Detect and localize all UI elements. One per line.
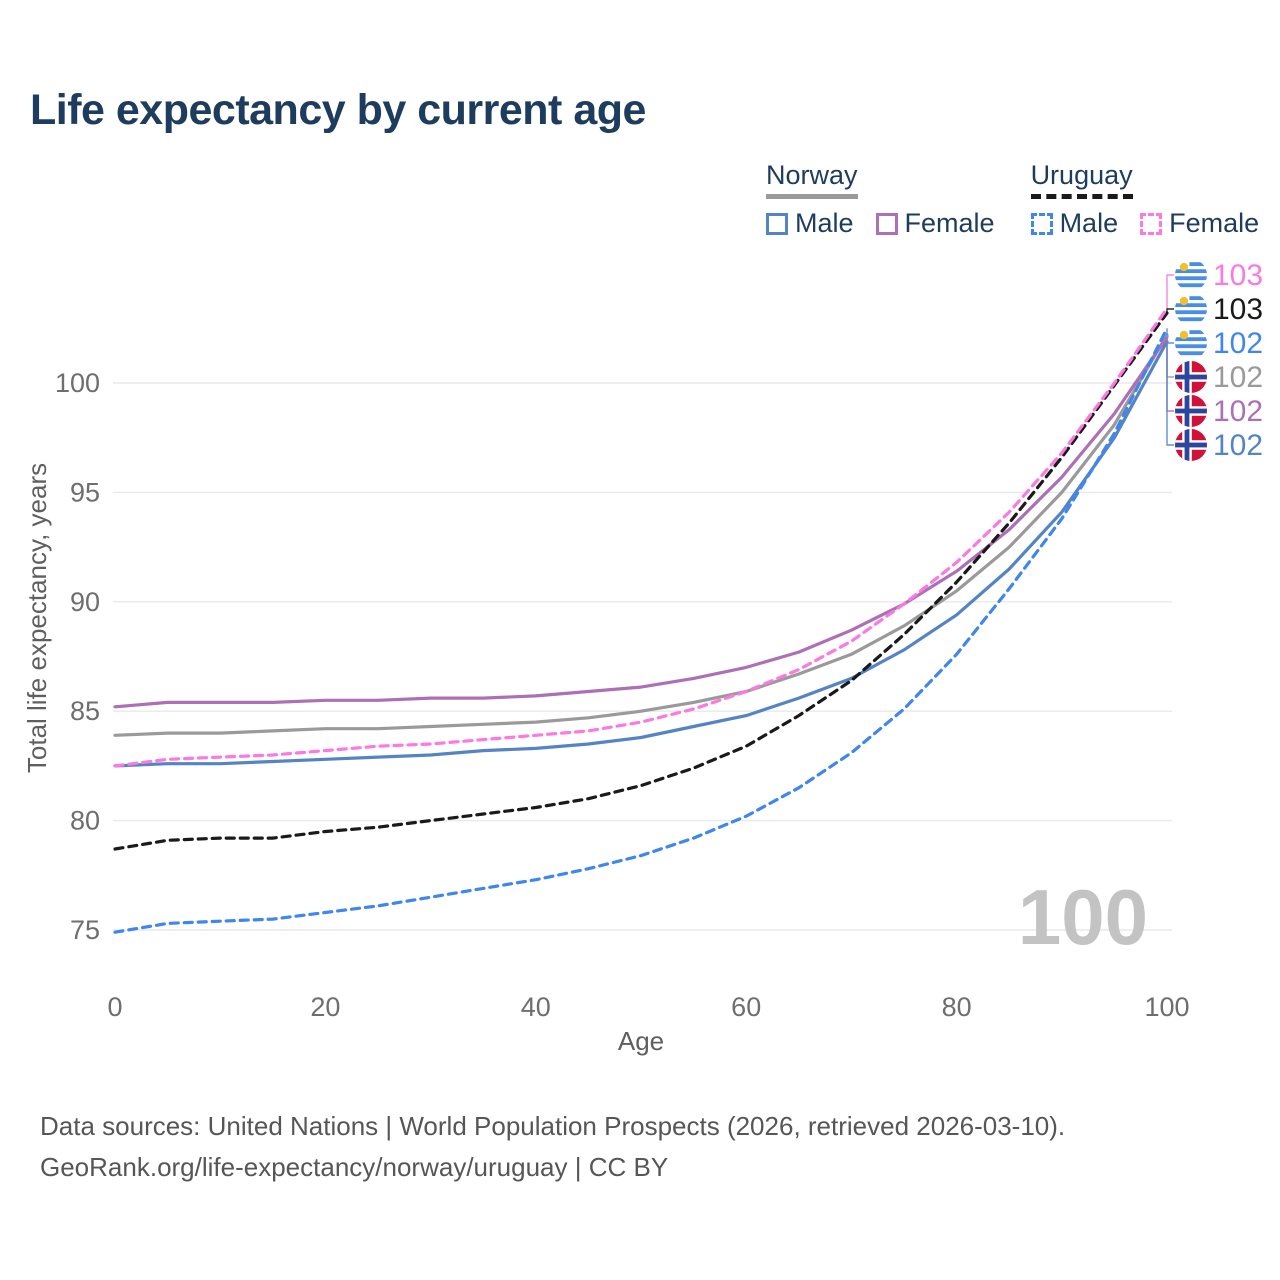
footer: Data sources: United Nations | World Pop… [40, 1106, 1065, 1188]
end-label-value: 102 [1213, 327, 1263, 360]
y-tick-label: 75 [70, 915, 100, 945]
uruguay-female-swatch-icon [1140, 212, 1163, 235]
legend-item-label: Male [1059, 208, 1119, 238]
uruguay-male-swatch-icon [1030, 212, 1053, 235]
end-label-value: 102 [1213, 361, 1263, 394]
end-label-connector [1166, 337, 1174, 412]
x-tick-label: 100 [1144, 992, 1189, 1022]
watermark: 100 [1018, 873, 1148, 961]
legend-item-norway-male[interactable]: Male [766, 208, 854, 239]
legend-item-uruguay-female[interactable]: Female [1140, 208, 1259, 239]
legend-item-uruguay-male[interactable]: Male [1030, 208, 1119, 239]
end-label-connector [1166, 274, 1174, 309]
footer-source-line: Data sources: United Nations | World Pop… [40, 1111, 1066, 1141]
end-label-value: 102 [1213, 429, 1263, 462]
legend-group-norway-items: Male Female [766, 208, 995, 239]
chart-title: Life expectancy by current age [30, 86, 646, 134]
x-tick-label: 40 [521, 992, 551, 1022]
end-label-connector [1166, 341, 1174, 446]
x-tick-label: 60 [731, 992, 761, 1022]
legend-group-norway: Norway Male Female [766, 160, 995, 239]
norway-flag-icon [1175, 429, 1207, 461]
end-label-value: 103 [1213, 259, 1263, 292]
y-tick-label: 100 [55, 368, 100, 398]
series-line-norway-female[interactable] [113, 335, 1169, 709]
legend: Norway Male Female Uruguay Male [766, 160, 1259, 239]
legend-item-norway-female[interactable]: Female [875, 208, 995, 239]
x-tick-label: 0 [107, 992, 122, 1022]
norway-female-swatch-icon [875, 212, 898, 235]
x-axis-title: Age [618, 1026, 664, 1056]
y-tick-label: 80 [70, 806, 100, 836]
end-label-connector [1166, 308, 1174, 313]
legend-group-uruguay-items: Male Female [1030, 208, 1259, 239]
y-tick-label: 90 [70, 587, 100, 617]
y-tick-label: 95 [70, 477, 100, 507]
uruguay-flag-icon [1175, 293, 1207, 325]
norway-flag-icon [1175, 395, 1207, 427]
series-line-norway-male[interactable] [113, 339, 1169, 768]
legend-group-uruguay-label: Uruguay [1030, 160, 1133, 199]
series-line-uruguay-female[interactable] [113, 307, 1169, 768]
end-label-value: 103 [1213, 293, 1263, 326]
legend-item-label: Female [904, 208, 995, 238]
x-tick-label: 80 [942, 992, 972, 1022]
legend-group-norway-label: Norway [766, 160, 858, 199]
footer-url-line: GeoRank.org/life-expectancy/norway/urugu… [40, 1152, 669, 1182]
x-tick-label: 20 [310, 992, 340, 1022]
norway-flag-icon [1175, 361, 1207, 393]
series-line-norway[interactable] [113, 333, 1169, 737]
y-axis-title: Total life expectancy, years [22, 463, 52, 773]
series-line-uruguay[interactable] [113, 311, 1169, 851]
end-label-value: 102 [1213, 395, 1263, 428]
uruguay-flag-icon [1175, 259, 1207, 291]
legend-item-label: Female [1169, 208, 1260, 238]
uruguay-flag-icon [1175, 327, 1207, 359]
y-tick-label: 85 [70, 696, 100, 726]
legend-group-uruguay: Uruguay Male Female [1030, 160, 1259, 239]
series-line-uruguay-male[interactable] [113, 326, 1169, 934]
norway-male-swatch-icon [766, 212, 788, 235]
legend-item-label: Male [795, 208, 854, 238]
